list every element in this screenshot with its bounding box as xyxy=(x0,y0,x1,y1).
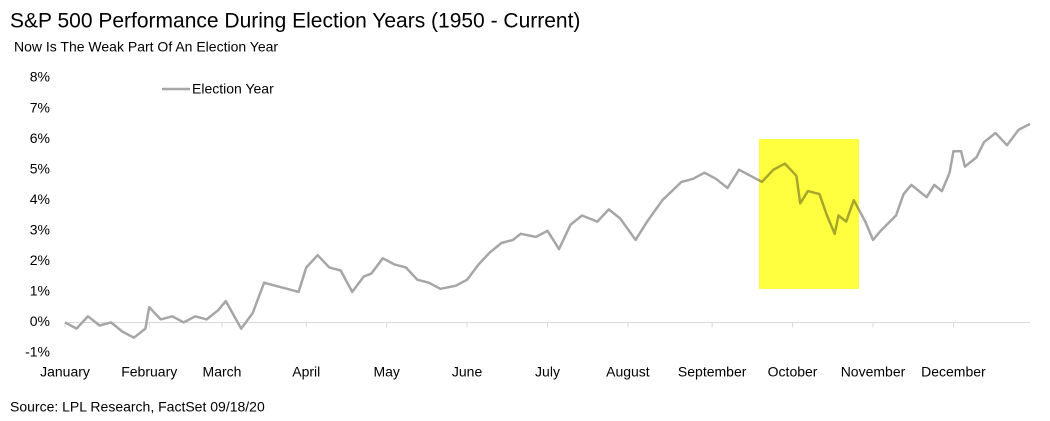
x-tick-label: August xyxy=(606,364,650,380)
legend-label: Election Year xyxy=(192,81,274,97)
y-tick-label: 2% xyxy=(30,252,50,268)
y-tick-label: 5% xyxy=(30,160,50,176)
y-tick-label: 6% xyxy=(30,130,50,146)
x-tick-label: May xyxy=(373,364,399,380)
y-tick-label: -1% xyxy=(25,344,50,360)
chart-subtitle: Now Is The Weak Part Of An Election Year xyxy=(14,39,278,55)
y-tick-label: 1% xyxy=(30,283,50,299)
y-tick-label: 3% xyxy=(30,221,50,237)
x-tick-label: November xyxy=(841,364,906,380)
highlight-box xyxy=(759,139,859,289)
y-tick-label: 0% xyxy=(30,313,50,329)
x-tick-label: October xyxy=(768,364,818,380)
y-tick-label: 4% xyxy=(30,191,50,207)
x-tick-label: April xyxy=(292,364,320,380)
source: Source: LPL Research, FactSet 09/18/20 xyxy=(10,399,265,415)
x-tick-label: December xyxy=(921,364,986,380)
x-tick-label: March xyxy=(203,364,242,380)
x-tick-label: February xyxy=(121,364,177,380)
chart-title: S&P 500 Performance During Election Year… xyxy=(10,10,580,33)
y-tick-label: 7% xyxy=(30,99,50,115)
series-line xyxy=(64,122,1031,339)
y-tick-label: 8% xyxy=(30,69,50,85)
x-tick-label: June xyxy=(452,364,483,380)
x-tick-label: September xyxy=(678,364,747,380)
x-tick-label: July xyxy=(535,364,560,380)
x-tick-label: January xyxy=(40,364,90,380)
